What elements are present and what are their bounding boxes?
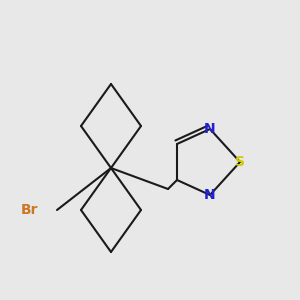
Text: N: N — [204, 122, 216, 136]
Text: S: S — [235, 155, 245, 169]
Text: Br: Br — [21, 203, 39, 217]
Text: N: N — [204, 188, 216, 202]
